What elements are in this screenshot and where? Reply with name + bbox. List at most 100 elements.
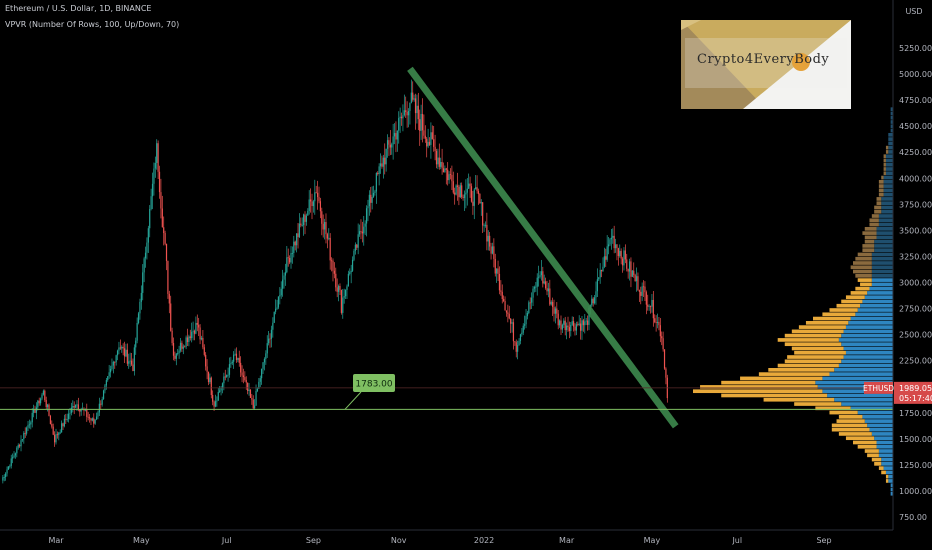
- candle-body: [448, 174, 450, 181]
- candle-body: [370, 194, 372, 203]
- candle-body: [395, 133, 397, 140]
- candle-body: [154, 162, 156, 169]
- candle-body: [184, 346, 186, 348]
- candle-body: [54, 434, 56, 443]
- candle-body: [41, 394, 43, 399]
- vp-bar-up: [843, 355, 893, 359]
- candle-body: [261, 368, 263, 379]
- vp-bar-up: [815, 380, 893, 385]
- candle-body: [284, 272, 287, 276]
- candle-body: [55, 434, 57, 443]
- candle-body: [459, 185, 461, 198]
- vp-bar-down: [874, 462, 882, 466]
- candle-body: [133, 347, 135, 372]
- vp-bar-down: [871, 214, 879, 218]
- candle-body: [545, 281, 547, 289]
- candle-body: [647, 304, 649, 307]
- vp-bar-up: [871, 261, 893, 265]
- candle-body: [308, 199, 310, 211]
- candle-body: [483, 225, 485, 227]
- candle-body: [438, 157, 440, 167]
- vp-bar-down: [721, 393, 828, 398]
- candle-body: [139, 301, 141, 314]
- vp-bar-up: [822, 376, 893, 381]
- candle-body: [5, 473, 7, 478]
- vp-bar-down: [784, 342, 842, 347]
- vp-bar-down: [700, 385, 818, 389]
- symbol-tag: [864, 381, 893, 394]
- vp-bar-up: [860, 303, 893, 308]
- vp-bar-up: [888, 145, 893, 150]
- vp-bar-up: [881, 197, 893, 201]
- candle-body: [659, 325, 661, 337]
- candle-body: [202, 337, 204, 348]
- candle-body: [508, 313, 510, 319]
- candle-body: [419, 119, 421, 131]
- candle-body: [358, 231, 361, 235]
- symbol-title[interactable]: Ethereum / U.S. Dollar, 1D, BINANCE: [5, 4, 152, 13]
- candle-body: [400, 116, 403, 119]
- candle-body: [196, 322, 198, 325]
- candle-body: [564, 320, 566, 331]
- candle-body: [385, 148, 387, 165]
- candle-body: [65, 418, 67, 420]
- candle-body: [410, 92, 412, 103]
- candle-body: [161, 208, 163, 228]
- vp-bar-up: [874, 244, 893, 248]
- candle-body: [367, 206, 369, 209]
- candle-body: [528, 302, 530, 314]
- candle-body: [651, 299, 653, 307]
- candle-body: [203, 347, 205, 355]
- candle-body: [654, 318, 656, 323]
- y-tick-label: 3750.00: [899, 200, 932, 209]
- candle-body: [371, 196, 373, 203]
- candle-body: [426, 138, 428, 147]
- vp-bar-up: [871, 273, 893, 278]
- candle-body: [606, 246, 608, 260]
- candle-body: [403, 110, 405, 116]
- vp-bar-down: [878, 179, 884, 184]
- candle-body: [323, 222, 326, 230]
- candle-body: [578, 323, 580, 325]
- candle-body: [469, 183, 471, 187]
- indicator-legend[interactable]: VPVR (Number Of Rows, 100, Up/Down, 70): [5, 20, 180, 29]
- candle-body: [213, 401, 215, 407]
- vp-bar-down: [841, 299, 863, 304]
- candle-body: [114, 361, 116, 363]
- candle-body: [164, 233, 166, 244]
- y-tick-label: 2500.00: [899, 331, 932, 340]
- candle-body: [254, 405, 256, 409]
- candle-body: [269, 338, 271, 340]
- vp-bar-down: [836, 419, 865, 423]
- candle-body: [212, 394, 214, 402]
- candle-body: [233, 354, 235, 362]
- vp-bar-down: [881, 175, 884, 180]
- vp-bar-down: [864, 235, 877, 240]
- y-axis-unit: USD: [905, 7, 922, 16]
- candle-body: [31, 412, 33, 423]
- candle-body: [487, 235, 489, 242]
- candle-body: [130, 360, 133, 365]
- candle-body: [393, 133, 396, 137]
- candle-body: [396, 130, 398, 140]
- vp-bar-up: [876, 226, 893, 231]
- candle-body: [477, 191, 480, 194]
- candle-body: [7, 466, 10, 470]
- candle-body: [560, 320, 562, 330]
- candle-body: [123, 348, 126, 357]
- candle-body: [538, 276, 540, 278]
- candle-body: [463, 194, 466, 199]
- vp-bar-up: [888, 474, 893, 479]
- drawings[interactable]: 1783.00: [0, 66, 893, 429]
- candle-body: [372, 193, 375, 197]
- candle-body: [14, 453, 17, 456]
- candle-body: [391, 144, 393, 148]
- candle-body: [665, 368, 667, 378]
- candle-body: [402, 115, 404, 119]
- candle-body: [160, 192, 162, 209]
- candle-body: [449, 174, 452, 176]
- candle-body: [221, 383, 224, 388]
- candle-body: [409, 102, 411, 111]
- vp-bar-down: [857, 252, 872, 257]
- candle-body: [356, 244, 358, 248]
